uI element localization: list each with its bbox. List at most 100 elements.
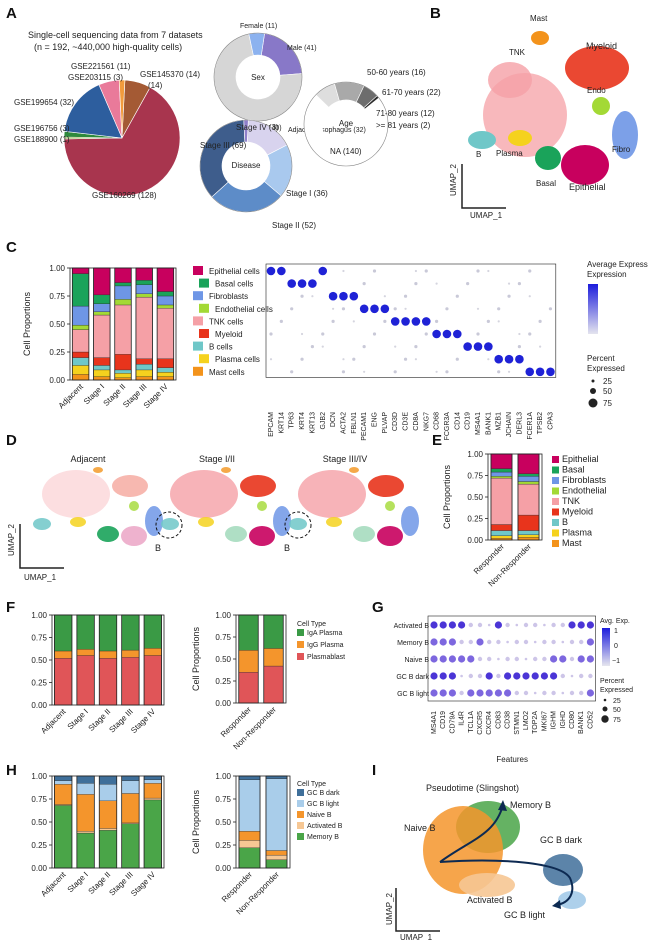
gene-label: MS4A1: [475, 412, 482, 435]
x-tick-label: Stage IV: [129, 870, 158, 899]
legend-label: Basal: [562, 465, 585, 475]
x-tick-label: Adjacent: [57, 382, 86, 411]
expression-dot: [542, 656, 547, 662]
legend-label: Epithelial: [562, 454, 599, 464]
bar-outline: [76, 775, 95, 869]
legend-title: Expressed: [587, 364, 625, 373]
expression-dot: [401, 317, 410, 326]
expression-dot: [484, 342, 493, 351]
legend-swatch: [297, 629, 304, 636]
expression-dot: [430, 672, 438, 680]
expression-dot: [551, 622, 556, 628]
umap-b-label: Plasma: [496, 149, 523, 158]
expression-dot: [531, 672, 539, 680]
expression-dot: [290, 370, 294, 374]
expression-dot: [458, 621, 466, 629]
y-axis-label: Cell Proportions: [442, 464, 452, 529]
bar-segment: [121, 823, 140, 869]
legend-swatch: [297, 800, 304, 807]
bar-segment: [517, 453, 540, 474]
expression-dot: [448, 672, 456, 680]
bar-segment: [54, 614, 73, 652]
expression-dot: [548, 307, 553, 311]
expression-dot: [504, 354, 514, 364]
bar-segment: [54, 805, 73, 869]
bar-segment: [76, 614, 95, 650]
expression-dot: [494, 689, 502, 697]
expression-dot: [485, 689, 493, 697]
gene-label: BANK1: [578, 711, 585, 734]
cluster-naive-b: [423, 806, 503, 894]
donut-label: Adjacent esophagus (32): [288, 127, 366, 134]
expression-dot: [514, 690, 519, 696]
gene-label: CD19: [465, 412, 472, 430]
expression-dot: [473, 342, 483, 351]
bar-outline: [114, 267, 132, 381]
expression-dot: [435, 282, 438, 285]
y-tick-label: 0.50: [215, 655, 231, 664]
expression-dot: [497, 320, 500, 323]
bar-segment: [121, 649, 140, 658]
expression-dot: [439, 638, 447, 646]
bar-segment: [76, 831, 95, 834]
trajectory-arrow-head: [498, 800, 507, 811]
row-swatch: [199, 354, 209, 364]
gene-label: CD8A: [413, 412, 420, 431]
y-tick-label: 0.25: [215, 841, 231, 850]
legend-swatch: [552, 477, 559, 484]
y-tick-label: 0.00: [31, 864, 47, 873]
bar-segment: [121, 657, 140, 706]
bar-segment: [54, 650, 73, 659]
expression-dot: [533, 622, 538, 628]
expression-dot: [487, 623, 491, 627]
expression-dot: [559, 655, 567, 663]
expression-dot: [370, 304, 379, 314]
bar-segment: [143, 775, 162, 780]
dataset-pie: [63, 79, 181, 197]
gene-label: IL4R: [459, 711, 466, 726]
bar-segment: [72, 365, 90, 375]
donut-label: 71-80 years (12): [376, 109, 435, 118]
gene-label: CD3E: [403, 412, 410, 431]
bar-segment: [114, 354, 132, 371]
cluster-tnk: [298, 470, 366, 518]
expression-dot: [494, 621, 502, 629]
gene-label: PECAM1: [361, 412, 368, 441]
legend-label: Plasma: [562, 528, 592, 538]
expression-dot: [297, 279, 307, 288]
cluster-epithelial: [249, 526, 275, 546]
bar-segment: [135, 280, 153, 285]
bar-segment: [99, 650, 117, 659]
expression-dot: [476, 638, 484, 646]
bar-segment: [76, 783, 95, 795]
bar-segment: [93, 314, 111, 358]
expression-dot: [342, 358, 345, 361]
cluster-activated-b: [459, 873, 515, 897]
bar-segment: [99, 800, 117, 829]
pseudotime-title: Pseudotime (Slingshot): [426, 783, 519, 793]
bar-segment: [114, 299, 132, 306]
umap-axes: [395, 888, 440, 932]
y-tick-label: 1.00: [215, 611, 231, 620]
expression-dot: [515, 623, 519, 627]
gene-label: GJB2: [320, 412, 327, 430]
expression-dot: [318, 266, 328, 276]
expression-dot: [540, 672, 549, 680]
expression-dot: [390, 317, 400, 326]
gene-label: ENG: [372, 412, 379, 427]
legend-title: Cell Type: [297, 781, 326, 788]
legend-swatch: [297, 653, 304, 660]
bar-segment: [143, 783, 162, 799]
cluster-myeloid: [368, 475, 404, 497]
size-legend-dot: [602, 706, 608, 712]
bar-segment: [135, 364, 153, 371]
cluster-basal: [97, 526, 119, 542]
expression-dot: [411, 317, 421, 326]
cluster-fibro: [273, 506, 291, 536]
bar-outline: [143, 614, 162, 706]
gene-label: CXCR5: [477, 711, 484, 735]
bar-segment: [490, 476, 513, 479]
bar-segment: [114, 282, 132, 287]
